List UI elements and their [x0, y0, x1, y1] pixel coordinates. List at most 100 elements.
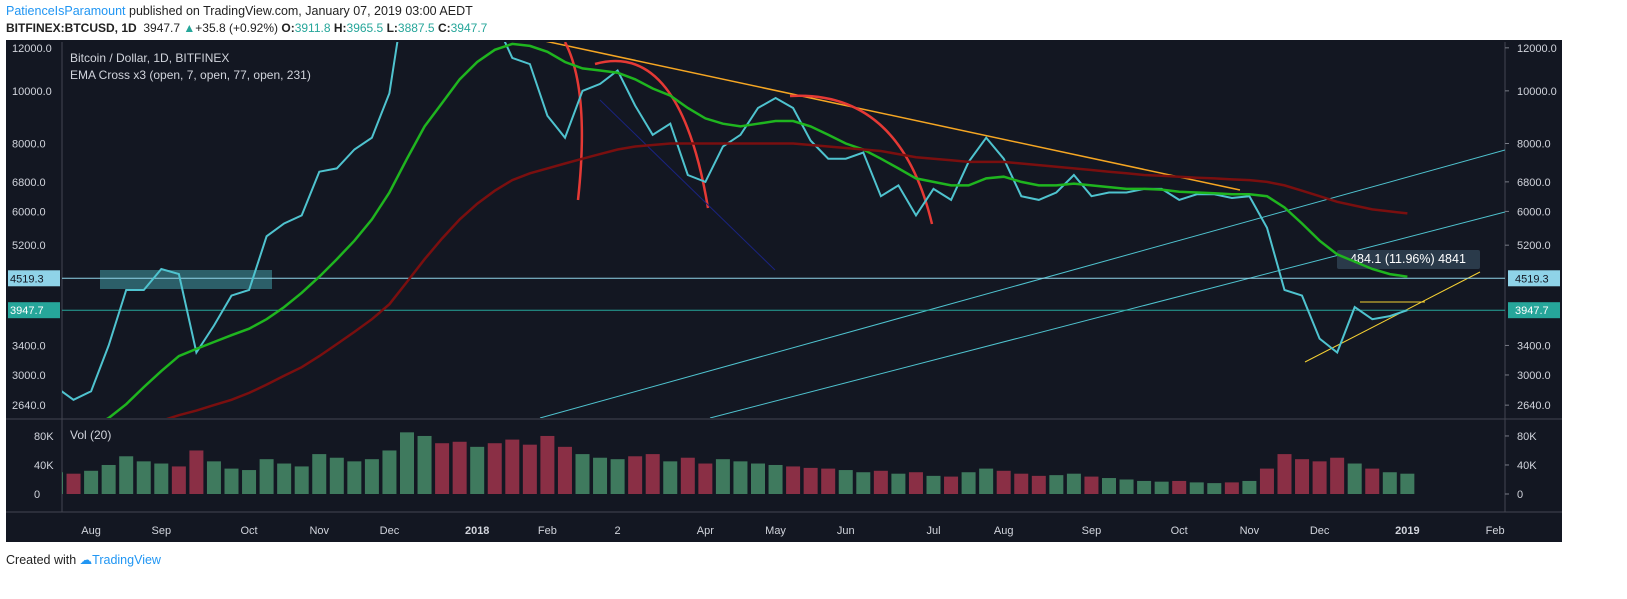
channel-line [539, 149, 1505, 418]
drawings [100, 42, 1505, 418]
x-tick-label: Dec [380, 525, 400, 537]
volume-bar [663, 461, 678, 494]
price-marker-box [8, 270, 60, 287]
price-marker-label: 4519.3 [1515, 273, 1549, 285]
volume-pane [62, 432, 1415, 494]
volume-bar [803, 467, 818, 494]
vol-tick-label: 0 [34, 489, 40, 501]
arrow: ▲ [183, 21, 196, 35]
series-line [106, 42, 1408, 418]
y-tick-label: 6000.0 [12, 206, 46, 218]
volume-bar [1066, 473, 1081, 494]
volume-bar [277, 463, 292, 494]
chart-subtitle: EMA Cross x3 (open, 7, open, 77, open, 2… [70, 68, 311, 82]
volume-bar [206, 461, 221, 494]
x-tick-label: Aug [81, 525, 101, 537]
volume-bar [1189, 482, 1204, 494]
volume-bar [66, 473, 81, 494]
volume-bar [873, 470, 888, 494]
volume-bar [908, 472, 923, 494]
y-tick-label: 2640.0 [12, 400, 46, 412]
y-tick-label: 6000.0 [1517, 206, 1551, 218]
volume-bar [944, 476, 959, 494]
x-tick-label: Jul [926, 525, 940, 537]
volume-bar [1330, 457, 1345, 494]
volume-bar [382, 450, 397, 494]
chart-title: Bitcoin / Dollar, 1D, BITFINEX [70, 51, 229, 65]
vol-tick-label: 0 [1517, 489, 1523, 501]
volume-bar [1365, 468, 1380, 494]
volume-bar [1172, 480, 1187, 494]
volume-bar [1031, 475, 1046, 494]
series-line [165, 142, 1408, 418]
y-tick-label: 3000.0 [1517, 370, 1551, 382]
volume-bar [1347, 463, 1362, 494]
volume-bar [1102, 478, 1116, 494]
trendline [545, 42, 1241, 191]
volume-bar [821, 468, 836, 494]
volume-bar [154, 463, 169, 494]
volume-bar [62, 472, 63, 494]
volume-bar [1084, 476, 1099, 494]
volume-bar [540, 435, 555, 494]
l: L: [386, 21, 398, 35]
x-tick-label: 2018 [465, 525, 489, 537]
x-tick-label: Oct [240, 525, 257, 537]
volume-bar [259, 459, 274, 494]
y-tick-label: 5200.0 [1517, 240, 1551, 252]
y-tick-label: 2640.0 [1517, 400, 1551, 412]
volume-bar [593, 457, 608, 494]
x-tick-label: 2 [615, 525, 621, 537]
arc [789, 94, 934, 225]
volume-bar [891, 473, 906, 494]
volume-bar [312, 454, 327, 494]
x-tick-label: 2019 [1395, 525, 1419, 537]
volume-bar [1242, 480, 1257, 494]
vol-tick-label: 80K [34, 431, 54, 443]
author[interactable]: PatienceIsParamount [6, 4, 126, 18]
c: C: [437, 21, 451, 35]
volume-bar [1049, 475, 1064, 494]
x-tick-label: Nov [1240, 525, 1260, 537]
y-tick-label: 6800.0 [12, 177, 46, 189]
ohlc-line: BITFINEX:BTCUSD, 1D 3947.7 ▲+35.8 (+0.92… [6, 21, 487, 35]
volume-bar [505, 439, 520, 494]
volume-bar [487, 443, 502, 494]
volume-bar [1154, 481, 1169, 494]
open: 3911.8 [294, 21, 331, 35]
volume-bar [786, 466, 801, 494]
volume-bar [996, 470, 1011, 494]
volume-bar [400, 432, 414, 494]
volume-title: Vol (20) [70, 428, 111, 442]
axes: 2640.0 2640.0 3000.0 3000.0 3400.0 3400.0 5200… [8, 43, 1560, 537]
publish-line: PatienceIsParamount published on Trading… [6, 4, 473, 18]
volume-bar [435, 443, 450, 494]
volume-bar [417, 435, 432, 494]
price-marker-box [8, 302, 60, 319]
brand[interactable]: TradingView [92, 553, 161, 567]
y-tick-label: 10000.0 [1517, 86, 1557, 98]
volume-bar [522, 444, 537, 494]
arc [563, 42, 584, 201]
y-tick-label: 8000.0 [1517, 139, 1551, 151]
y-tick-label: 3400.0 [12, 340, 46, 352]
vol-tick-label: 80K [1517, 431, 1537, 443]
volume-bar [926, 475, 941, 494]
symbol: BITFINEX:BTCUSD, 1D [6, 21, 137, 35]
volume-bar [1277, 454, 1292, 494]
volume-bar [171, 466, 186, 494]
volume-bar [294, 466, 309, 494]
created: Created with [6, 553, 77, 567]
volume-bar [645, 454, 660, 494]
volume-bar [715, 459, 730, 494]
tv-logo: ☁ [79, 553, 93, 567]
volume-bar [1400, 473, 1415, 494]
price-marker-label: 3947.7 [1515, 305, 1549, 317]
volume-bar [557, 446, 572, 494]
x-tick-label: Dec [1310, 525, 1330, 537]
volume-bar [768, 464, 783, 494]
volume-bar [224, 468, 239, 494]
volume-bar [1382, 472, 1397, 494]
